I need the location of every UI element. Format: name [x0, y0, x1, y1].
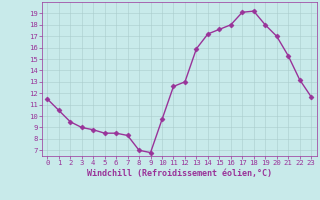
- X-axis label: Windchill (Refroidissement éolien,°C): Windchill (Refroidissement éolien,°C): [87, 169, 272, 178]
